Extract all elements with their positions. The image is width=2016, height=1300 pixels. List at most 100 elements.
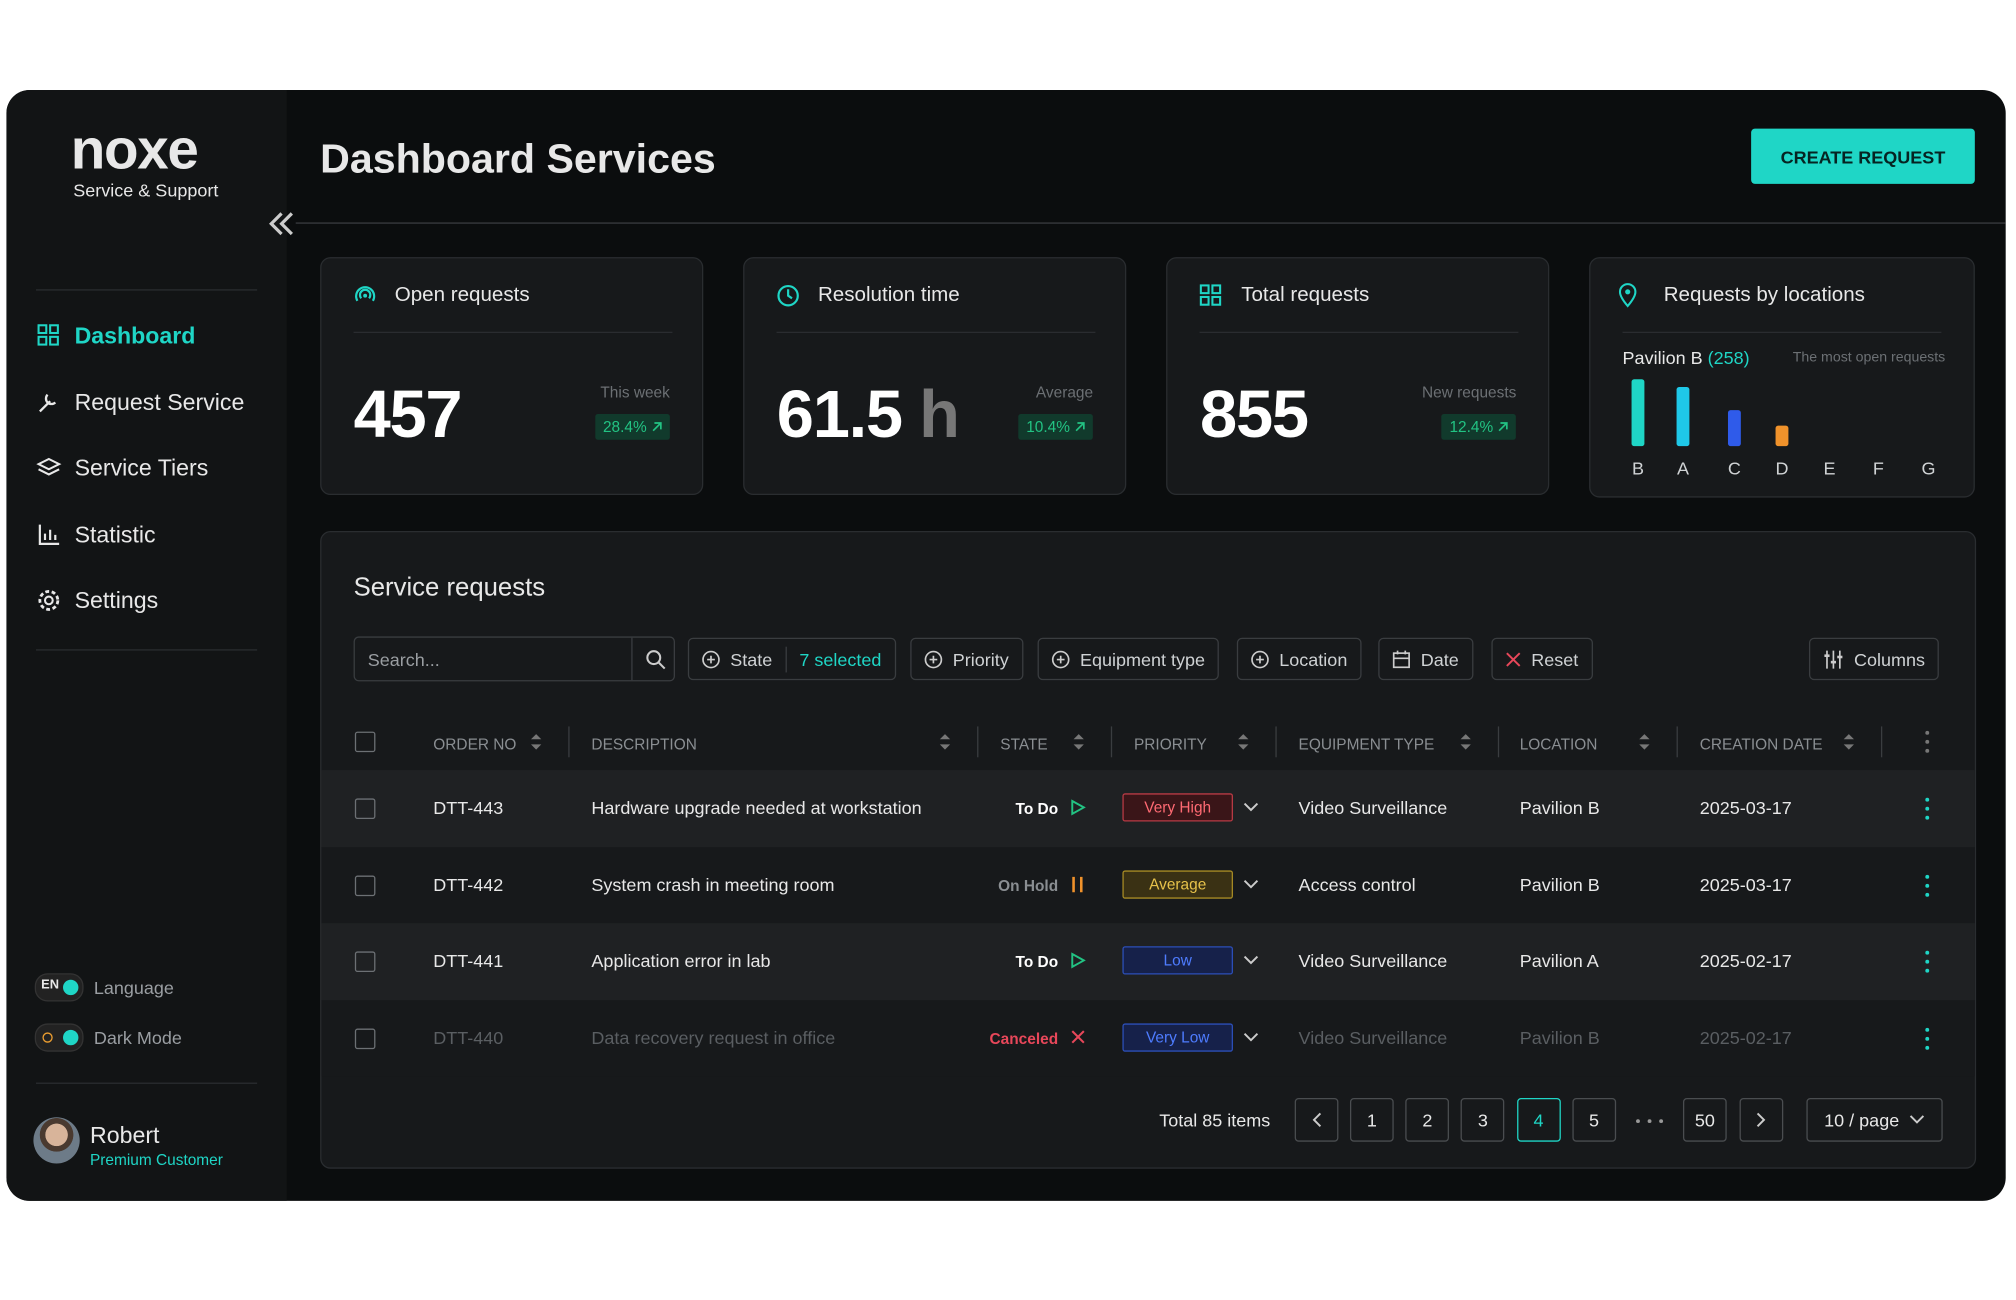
column-header: PRIORITY — [1133, 735, 1207, 754]
requests-panel: Service requests Search... State 7 select… — [320, 530, 1977, 1169]
per-page[interactable]: 10 / page — [1806, 1097, 1943, 1142]
page-button[interactable]: 2 — [1405, 1097, 1450, 1142]
nav-item[interactable]: Service Tiers — [74, 455, 209, 481]
column-separator — [1110, 726, 1113, 758]
priority-badge[interactable]: Very Low — [1122, 1022, 1233, 1052]
cell-order: DTT-440 — [433, 1026, 504, 1048]
arrow-icon — [1075, 422, 1085, 432]
priority-filter[interactable]: Priority — [910, 637, 1023, 681]
stat-card: Total requests 855 New requests 12.4% — [1166, 257, 1550, 495]
search-icon — [646, 650, 666, 670]
cell-description: System crash in meeting room — [591, 873, 835, 895]
change-value: 10.4% — [1026, 417, 1070, 436]
user-name: Robert — [89, 1122, 160, 1149]
date-filter[interactable]: Date — [1378, 637, 1473, 681]
columns-button[interactable]: Columns — [1808, 637, 1940, 681]
checkbox[interactable] — [354, 874, 376, 896]
filter-label: Columns — [1853, 648, 1926, 670]
page-button[interactable]: 1 — [1349, 1097, 1394, 1142]
page-title: Dashboard Services — [320, 134, 716, 182]
nav-item[interactable]: Dashboard — [74, 322, 196, 349]
column-header: EQUIPMENT TYPE — [1298, 735, 1435, 754]
x-tick-label: E — [1824, 458, 1836, 478]
search-box[interactable]: Search... — [353, 636, 675, 682]
page-button[interactable]: 5 — [1572, 1097, 1616, 1142]
sort-icon — [1843, 734, 1854, 750]
checkbox[interactable] — [354, 951, 376, 972]
dark-mode-label: Dark Mode — [93, 1027, 182, 1048]
chevron-icon — [1243, 879, 1259, 888]
row-menu-icon — [1925, 950, 1930, 973]
priority-badge[interactable]: Average — [1122, 869, 1233, 899]
priority-badge[interactable]: Very High — [1122, 793, 1233, 822]
page-button[interactable]: 4 — [1516, 1097, 1561, 1142]
cell-equipment: Video Surveillance — [1298, 1026, 1448, 1048]
location-filter[interactable]: Location — [1236, 637, 1362, 681]
card-note: Average — [1035, 383, 1094, 402]
pin-icon — [1618, 283, 1637, 308]
x-tick-label: D — [1775, 458, 1788, 478]
cell-order: DTT-442 — [433, 873, 504, 895]
page-button[interactable]: 50 — [1682, 1097, 1727, 1142]
column-separator — [1880, 726, 1883, 758]
chevron-icon — [1243, 802, 1259, 812]
nav-item[interactable]: Statistic — [74, 521, 156, 548]
reset-button[interactable]: Reset — [1491, 637, 1593, 681]
language-toggle[interactable]: EN — [34, 973, 84, 1002]
column-header: ORDER NO — [433, 735, 517, 754]
cell-description: Hardware upgrade needed at workstation — [591, 797, 922, 818]
row-menu-icon — [1925, 874, 1930, 897]
divider — [785, 646, 787, 672]
ellipsis — [1636, 1119, 1664, 1124]
checkbox[interactable] — [354, 731, 376, 753]
column-separator — [1676, 726, 1678, 758]
divider — [1200, 331, 1519, 333]
filter-selected: 7 selected — [799, 648, 882, 670]
row-menu-icon — [1925, 797, 1930, 820]
create-request-button[interactable]: CREATE REQUEST — [1751, 128, 1975, 184]
chevron-icon — [1243, 1032, 1259, 1041]
next-page[interactable] — [1739, 1097, 1784, 1142]
checkbox[interactable] — [354, 1027, 376, 1049]
collapse-icon[interactable] — [269, 211, 297, 237]
prev-page[interactable] — [1294, 1097, 1339, 1142]
card-value-wrap: 855 — [1200, 377, 1309, 454]
cell-date: 2025-02-17 — [1699, 950, 1792, 971]
state-filter[interactable]: State 7 selected — [687, 637, 896, 681]
change-badge: 28.4% — [595, 413, 670, 440]
sort-icon — [939, 734, 951, 750]
checkbox[interactable] — [354, 798, 376, 819]
cell-equipment: Video Surveillance — [1298, 797, 1448, 818]
filter-label: State — [730, 648, 773, 670]
change-badge: 12.4% — [1441, 413, 1517, 440]
column-separator — [1497, 726, 1500, 758]
x-icon — [1506, 651, 1521, 667]
page-button[interactable]: 3 — [1461, 1097, 1505, 1142]
toggle-knob — [62, 1029, 79, 1046]
priority-badge[interactable]: Low — [1122, 946, 1233, 975]
bar — [1727, 410, 1741, 447]
plus-icon — [1051, 650, 1070, 668]
card-title: Open requests — [394, 284, 530, 306]
chevron-down — [1910, 1115, 1925, 1124]
stat-card: Open requests 457 This week 28.4% — [320, 257, 704, 495]
equipment-filter[interactable]: Equipment type — [1037, 637, 1220, 681]
cell-state: To Do — [1015, 799, 1059, 818]
filter-label: Date — [1420, 648, 1459, 670]
divider — [631, 637, 633, 681]
nav-icon — [38, 523, 60, 545]
card-value: 457 — [353, 377, 463, 453]
dark-mode-toggle[interactable] — [34, 1023, 84, 1052]
cell-order: DTT-443 — [433, 797, 504, 818]
nav-item[interactable]: Settings — [74, 587, 159, 614]
sort-icon — [530, 734, 542, 750]
language-badge: EN — [41, 978, 60, 993]
nav-icon — [37, 324, 59, 346]
divider — [35, 1082, 258, 1084]
nav-item[interactable]: Request Service — [74, 388, 245, 415]
column-separator — [1275, 726, 1277, 758]
cell-location: Pavilion B — [1519, 797, 1600, 818]
x-tick-label: B — [1632, 458, 1644, 478]
